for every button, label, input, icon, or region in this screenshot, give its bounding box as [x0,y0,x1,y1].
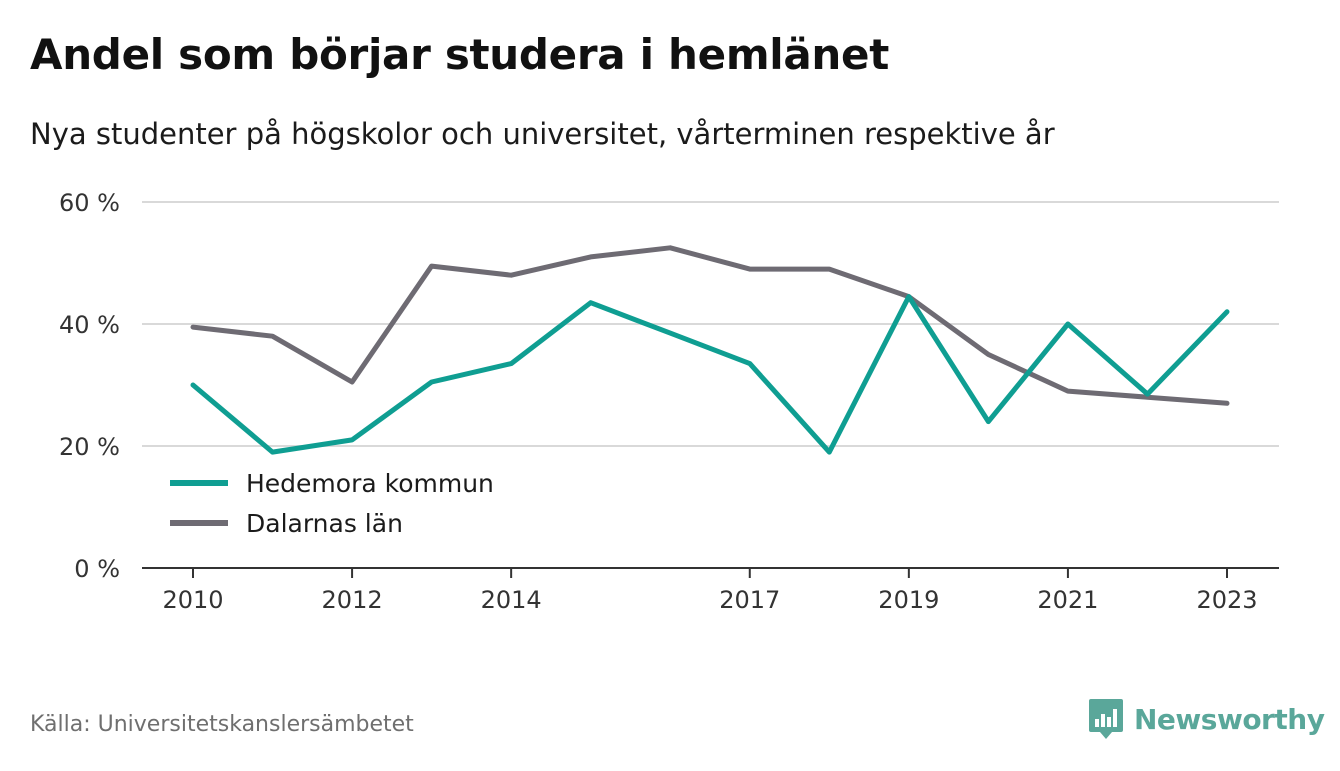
legend: Hedemora kommun Dalarnas län [170,469,494,538]
source-note: Källa: Universitetskanslersämbetet [30,712,414,737]
legend-label: Hedemora kommun [246,469,494,498]
brand-name: Newsworthy [1134,702,1325,736]
series-line-1 [190,245,1230,406]
newsworthy-logo-icon [1089,699,1123,739]
legend-label: Dalarnas län [246,509,403,538]
series-line-0 [190,294,1230,455]
y-tick-label: 0 % [74,555,120,583]
x-tick-label: 2012 [322,586,383,614]
x-tick-label: 2014 [481,586,542,614]
x-tick-label: 2019 [878,586,939,614]
brand-logo: Newsworthy [1088,697,1325,741]
y-tick-label: 20 % [59,433,120,461]
chart-title: Andel som börjar studera i hemlänet [30,30,889,79]
y-tick-label: 60 % [59,189,120,217]
gridlines [142,201,1279,569]
x-tick-label: 2023 [1196,586,1257,614]
x-tick-label: 2021 [1037,586,1098,614]
y-tick-label: 40 % [59,311,120,339]
y-axis-ticks: 0 % 20 % 40 % 60 % [59,189,120,583]
series-lines [190,245,1230,455]
x-tick-label: 2010 [162,586,223,614]
x-tick-label: 2017 [719,586,780,614]
chart-subtitle: Nya studenter på högskolor och universit… [30,117,1055,151]
line-chart: 0 % 20 % 40 % 60 % 2010 2012 2014 2017 2019 2021… [59,189,1279,614]
x-axis-ticks: 2010 2012 2014 2017 2019 2021 2023 [162,568,1258,614]
